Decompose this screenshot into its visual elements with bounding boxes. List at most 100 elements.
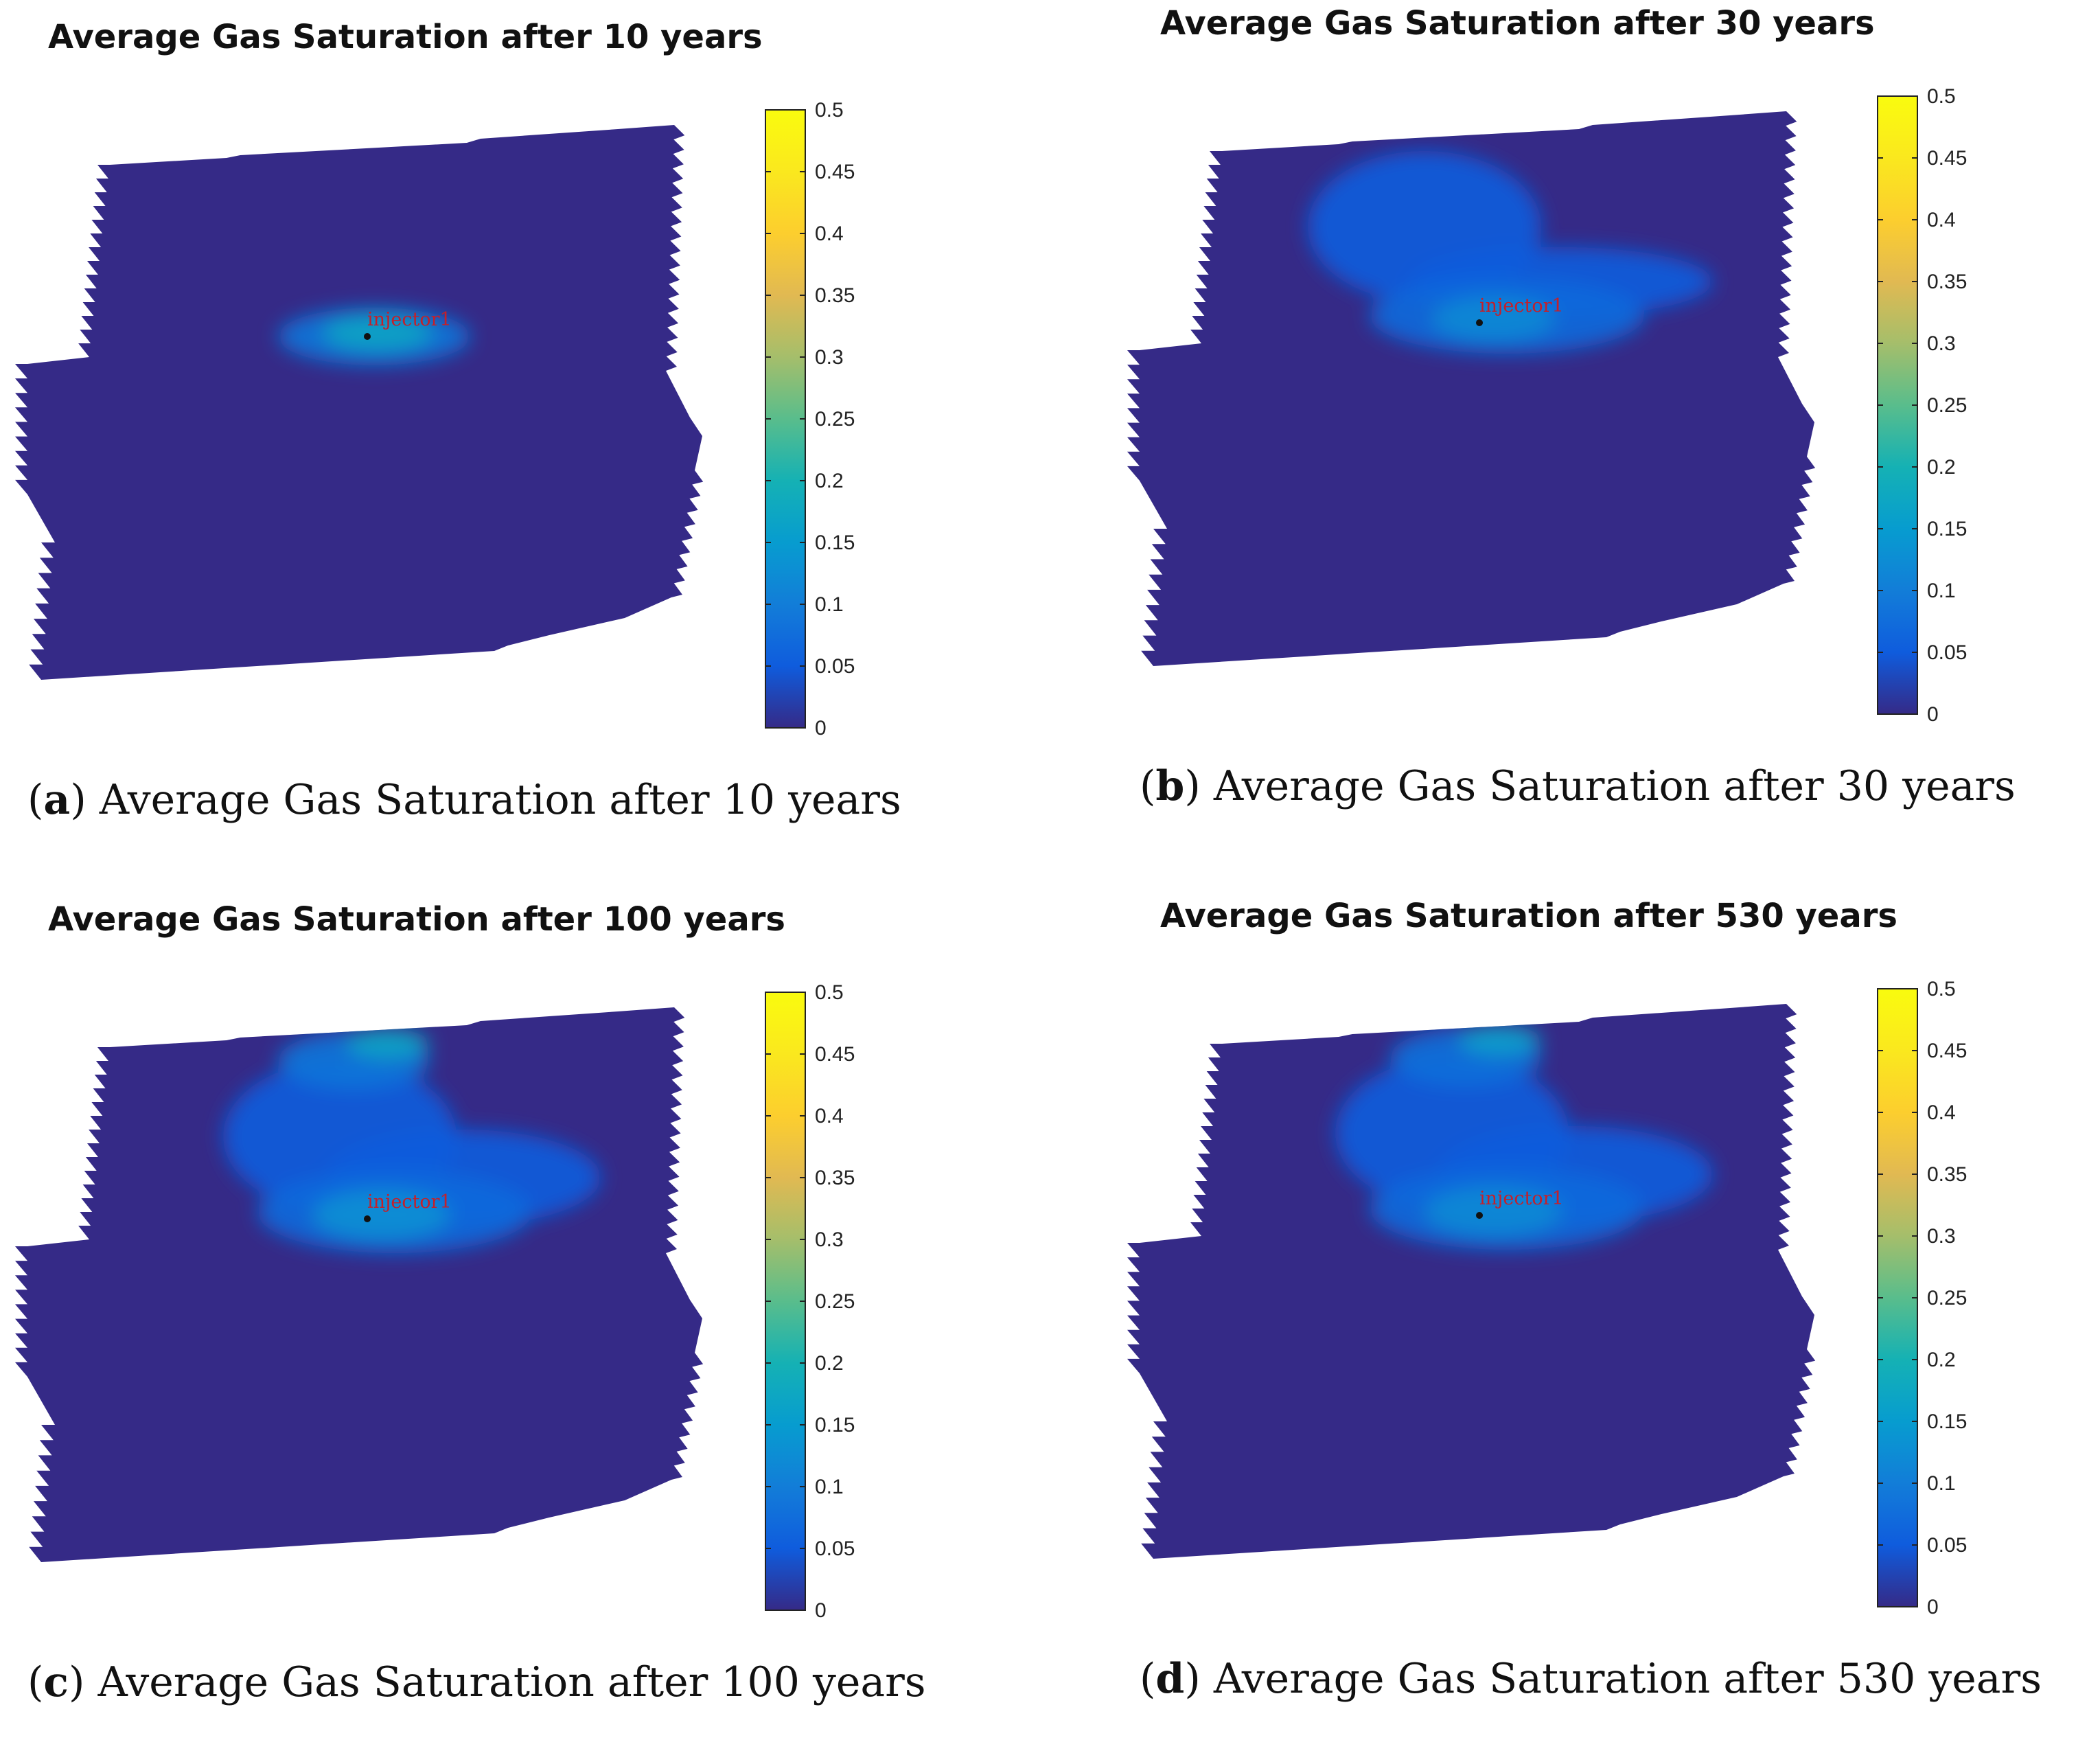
caption-paren-open: (	[27, 1658, 44, 1706]
colorbar-tick-label: 0.2	[1927, 1349, 1956, 1371]
colorbar-tick-label: 0	[815, 1599, 827, 1622]
colorbar-tick-label: 0.1	[1927, 1472, 1956, 1495]
colorbar-tick-label: 0.35	[1927, 1163, 1967, 1186]
injector-well-marker	[1476, 1212, 1483, 1219]
colorbar-tick-label: 0.1	[815, 1476, 844, 1498]
colorbar-tick-label: 0.15	[815, 531, 855, 554]
caption-paren-close: )	[70, 776, 86, 824]
plume-region	[347, 1029, 429, 1059]
colorbar-tick-label: 0.35	[815, 284, 855, 307]
colorbar-tick-label: 0.45	[815, 161, 855, 183]
plume-region	[1431, 297, 1555, 341]
colorbar-tick-label: 0.3	[815, 346, 844, 369]
colorbar-tick-label: 0.3	[815, 1228, 844, 1251]
colorbar	[1877, 988, 1918, 1607]
injector-well-marker	[364, 333, 371, 340]
caption-paren-open: (	[27, 776, 44, 824]
colorbar-tick-label: 0.25	[1927, 1287, 1967, 1309]
figure-caption: (b) Average Gas Saturation after 30 year…	[1140, 762, 2016, 810]
colorbar	[765, 109, 806, 729]
caption-letter: d	[1155, 1655, 1185, 1703]
colorbar-tick-label: 0.45	[1927, 147, 1967, 170]
plume-region	[312, 1191, 450, 1240]
colorbar-tick-label: 0.5	[1927, 85, 1956, 108]
colorbar-tick-label: 0.4	[1927, 209, 1956, 231]
colorbar-tick-label: 0.2	[1927, 456, 1956, 479]
caption-paren-close: )	[68, 1658, 85, 1706]
caption-text: Average Gas Saturation after 530 years	[1200, 1655, 2042, 1703]
colorbar-tick-label: 0.15	[815, 1414, 855, 1436]
colorbar-tick-label: 0.25	[1927, 394, 1967, 417]
colorbar-tick-label: 0.3	[1927, 1225, 1956, 1248]
saturation-map: injector1 0 0.05 0.1 0.15 0.2 0.25 0.3 0.35 0.4 0.…	[1127, 978, 1967, 1618]
gas-plume	[278, 308, 470, 365]
colorbar-tick-label: 0.05	[815, 1537, 855, 1560]
plot-title: Average Gas Saturation after 530 years	[1160, 897, 1897, 935]
colorbar-tick-label: 0.15	[1927, 1410, 1967, 1433]
caption-paren-open: (	[1140, 762, 1156, 810]
colorbar-tick-label: 0.5	[1927, 978, 1956, 1000]
caption-text: Average Gas Saturation after 100 years	[84, 1658, 926, 1706]
saturation-map: injector1 0 0.05 0.1 0.15 0.2 0.25 0.3 0.35 0.4 0.…	[15, 981, 855, 1622]
colorbar-tick-label: 0.4	[1927, 1101, 1956, 1124]
colorbar	[1877, 95, 1918, 715]
colorbar-tick-label: 0.35	[815, 1167, 855, 1189]
figure-caption: (a) Average Gas Saturation after 10 year…	[27, 776, 901, 824]
plot-title: Average Gas Saturation after 100 years	[48, 900, 785, 939]
colorbar-tick-label: 0.05	[815, 655, 855, 678]
colorbar-tick-label: 0.2	[815, 1352, 844, 1375]
reservoir-grid	[15, 125, 704, 680]
colorbar-tick-label: 0.25	[815, 1290, 855, 1313]
colorbar-tick-label: 0.45	[815, 1043, 855, 1066]
caption-paren-close: )	[1184, 762, 1201, 810]
colorbar-tick-label: 0.5	[815, 981, 844, 1004]
well-label: injector1	[1479, 295, 1564, 317]
well-label: injector1	[367, 309, 452, 330]
colorbar-tick-label: 0.1	[815, 593, 844, 616]
colorbar-tick-label: 0.1	[1927, 580, 1956, 602]
colorbar-tick-label: 0.05	[1927, 641, 1967, 664]
caption-paren-close: )	[1184, 1655, 1201, 1703]
panel-a: Average Gas Saturation after 10 years in…	[14, 7, 1043, 851]
plume-region	[1424, 1187, 1562, 1237]
caption-text: Average Gas Saturation after 10 years	[86, 776, 901, 824]
colorbar-tick-label: 0.5	[815, 99, 844, 122]
colorbar-tick-label: 0.4	[815, 1105, 844, 1127]
colorbar-tick-label: 0	[815, 717, 827, 740]
injector-well-marker	[1476, 319, 1483, 326]
plume-region	[1459, 1025, 1541, 1055]
caption-letter: b	[1155, 762, 1185, 810]
colorbar-tick-label: 0.45	[1927, 1040, 1967, 1062]
colorbar-tick-label: 0	[1927, 1596, 1939, 1618]
colorbar-tick-label: 0.25	[815, 408, 855, 431]
colorbar-tick-label: 0.35	[1927, 271, 1967, 293]
colorbar-tick-label: 0.15	[1927, 518, 1967, 540]
panel-c: Average Gas Saturation after 100 years i…	[14, 889, 1043, 1734]
gas-plume	[1308, 151, 1713, 354]
figure-caption: (d) Average Gas Saturation after 530 yea…	[1140, 1655, 2042, 1703]
panel-b: Average Gas Saturation after 30 years in…	[1126, 0, 2100, 838]
well-label: injector1	[367, 1191, 452, 1213]
colorbar	[765, 992, 806, 1611]
colorbar-tick-label: 0.4	[815, 222, 844, 245]
colorbar-tick-label: 0.2	[815, 470, 844, 492]
plume-region	[323, 315, 432, 351]
figure-caption: (c) Average Gas Saturation after 100 yea…	[27, 1658, 926, 1706]
plot-title: Average Gas Saturation after 30 years	[1160, 4, 1875, 43]
gas-plume	[1335, 1025, 1713, 1250]
colorbar-tick-label: 0.05	[1927, 1534, 1967, 1557]
saturation-map: injector1 0 0.05 0.1 0.15 0.2 0.25 0.3 0.35 0.4 0.…	[1127, 85, 1967, 726]
colorbar-tick-label: 0.3	[1927, 332, 1956, 355]
injector-well-marker	[364, 1215, 371, 1222]
gas-plume	[223, 1029, 601, 1253]
colorbar-tick-label: 0	[1927, 703, 1939, 726]
caption-letter: c	[43, 1658, 69, 1706]
well-label: injector1	[1479, 1188, 1564, 1209]
caption-text: Average Gas Saturation after 30 years	[1200, 762, 2016, 810]
caption-paren-open: (	[1140, 1655, 1156, 1703]
reservoir-grid	[1127, 111, 1816, 666]
caption-letter: a	[43, 776, 71, 824]
panel-d: Average Gas Saturation after 530 years i…	[1126, 886, 2100, 1730]
plot-title: Average Gas Saturation after 10 years	[48, 18, 763, 56]
saturation-map: injector1 0 0.05 0.1 0.15 0.2 0.25 0.3 0.35 0.4 0.…	[15, 99, 855, 740]
